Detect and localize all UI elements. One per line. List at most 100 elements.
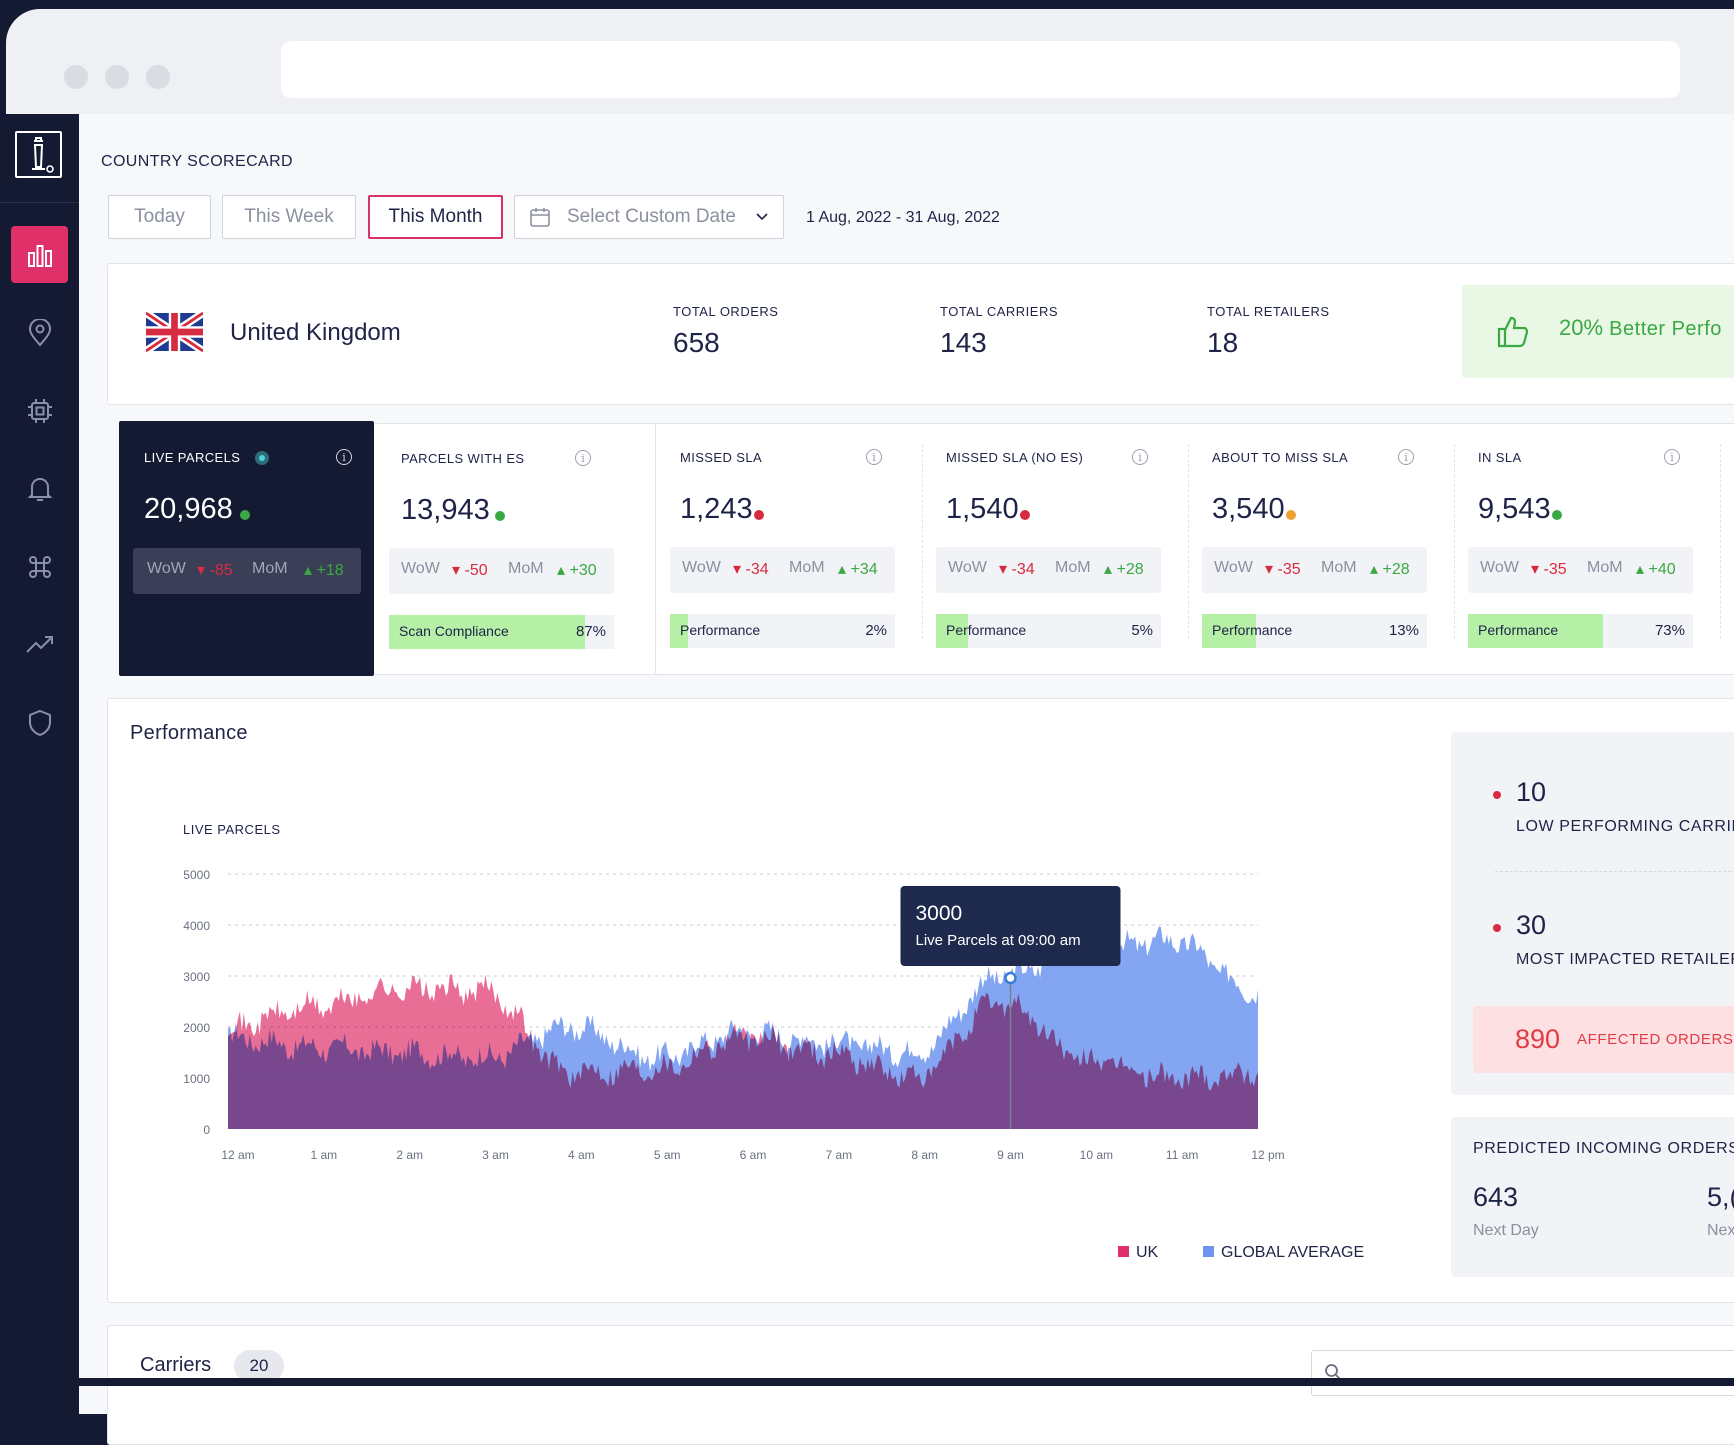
- command-icon: [28, 555, 51, 578]
- info-icon[interactable]: i: [1664, 449, 1680, 465]
- progress-value: 5%: [1131, 622, 1153, 639]
- x-tick-label: 4 am: [568, 1148, 595, 1162]
- window-minimize-dot[interactable]: [105, 65, 129, 89]
- sidebar-item-devices[interactable]: [11, 382, 68, 439]
- kpi-card-about-to-miss-sla[interactable]: ABOUT TO MISS SLA i 3,540 WoW ▾ -35 MoM …: [1202, 423, 1442, 675]
- wow-value: ▾ -50: [452, 562, 488, 579]
- info-icon[interactable]: i: [1398, 449, 1414, 465]
- kpi-card-missed-sla-no-es[interactable]: MISSED SLA (NO ES) i 1,540 WoW ▾ -34 MoM…: [936, 423, 1176, 675]
- divider: [1495, 871, 1734, 872]
- x-tick-label: 10 am: [1080, 1148, 1113, 1162]
- impacted-retailers-label[interactable]: MOST IMPACTED RETAILER: [1516, 951, 1734, 968]
- window-maximize-dot[interactable]: [146, 65, 170, 89]
- wow-value: ▾ -35: [1531, 561, 1567, 578]
- wow-mom-box: WoW ▾ -34 MoM ▴ +34: [670, 547, 895, 593]
- kpi-value: 9,543: [1478, 493, 1551, 525]
- mom-value: ▴ +28: [1370, 561, 1410, 578]
- kpi-card-missed-sla[interactable]: MISSED SLA i 1,243 WoW ▾ -34 MoM ▴ +34 P…: [670, 423, 910, 675]
- date-range-text: 1 Aug, 2022 - 31 Aug, 2022: [806, 209, 1000, 226]
- wow-label: WoW: [401, 560, 440, 577]
- next-period-label: Nex: [1707, 1222, 1734, 1239]
- kpi-card-parcels-with-es[interactable]: PARCELS WITH ES i 13,943 WoW ▾ -50 MoM ▴…: [374, 423, 711, 675]
- status-dot: [1493, 791, 1501, 799]
- divider: [922, 444, 923, 639]
- kpi-value: 13,943: [401, 494, 490, 526]
- wow-value: ▾ -35: [1265, 561, 1301, 578]
- insights-panel: 10 LOW PERFORMING CARRIE 30 MOST IMPACTE…: [1451, 732, 1734, 1095]
- info-icon[interactable]: i: [866, 449, 882, 465]
- y-tick-label: 0: [203, 1123, 210, 1137]
- custom-date-select[interactable]: Select Custom Date: [514, 195, 784, 239]
- trend-icon: [25, 635, 53, 653]
- wow-mom-box: WoW ▾ -34 MoM ▴ +28: [936, 547, 1161, 593]
- affected-orders-badge[interactable]: 890 AFFECTED ORDERS: [1473, 1006, 1734, 1073]
- filter-this-week-button[interactable]: This Week: [222, 195, 356, 239]
- country-summary-card: United Kingdom TOTAL ORDERS 658 TOTAL CA…: [107, 263, 1734, 405]
- info-icon[interactable]: i: [1132, 449, 1148, 465]
- kpi-card-in-sla[interactable]: IN SLA i 9,543 WoW ▾ -35 MoM ▴ +40 Perfo…: [1468, 423, 1708, 675]
- status-dot: [1286, 510, 1296, 520]
- legend-label: UK: [1136, 1244, 1159, 1261]
- sidebar-item-alerts[interactable]: [11, 460, 68, 517]
- address-bar[interactable]: [281, 41, 1680, 98]
- total-carriers-value: 143: [940, 327, 987, 358]
- next-period-value: 5,(: [1707, 1182, 1734, 1212]
- tooltip-marker: [1004, 971, 1017, 985]
- filter-this-month-button[interactable]: This Month: [368, 195, 503, 239]
- kpi-label: MISSED SLA: [680, 450, 763, 465]
- progress-fill: [670, 614, 688, 648]
- map-pin-icon: [28, 318, 51, 347]
- progress-label: Performance: [1212, 622, 1293, 638]
- filter-today-button[interactable]: Today: [108, 195, 211, 239]
- progress-label: Performance: [1478, 622, 1559, 638]
- total-carriers-label: TOTAL CARRIERS: [940, 304, 1059, 319]
- custom-date-label: Select Custom Date: [567, 206, 736, 227]
- wow-label: WoW: [147, 560, 186, 577]
- x-tick-label: 8 am: [911, 1148, 938, 1162]
- x-tick-label: 7 am: [825, 1148, 852, 1162]
- low-performing-count: 10: [1516, 777, 1547, 807]
- sidebar-item-locations[interactable]: [11, 304, 68, 361]
- sidebar-item-security[interactable]: [11, 694, 68, 751]
- x-tick-label: 3 am: [482, 1148, 509, 1162]
- low-performing-label[interactable]: LOW PERFORMING CARRIE: [1516, 818, 1734, 835]
- x-tick-label: 1 am: [310, 1148, 337, 1162]
- live-parcels-chart[interactable]: LIVE PARCELS 5000 4000 3000 2000 1000 0 12 am 1 …: [108, 759, 1368, 1279]
- progress-fill: [936, 614, 968, 648]
- kpi-value: 3,540: [1212, 493, 1285, 525]
- sidebar-item-trends[interactable]: [11, 616, 68, 673]
- kpi-value: 1,243: [680, 493, 753, 525]
- x-tick-label: 11 am: [1166, 1148, 1198, 1162]
- x-tick-label: 12 pm: [1251, 1148, 1284, 1162]
- kpi-value: 20,968: [144, 493, 233, 525]
- tooltip-box: [900, 886, 1121, 966]
- progress-label: Performance: [946, 622, 1027, 638]
- calendar-icon: [530, 208, 550, 227]
- info-icon[interactable]: i: [575, 450, 591, 466]
- affected-orders-count: 890: [1515, 1024, 1561, 1054]
- mom-label: MoM: [1055, 559, 1091, 576]
- sidebar-item-shortcuts[interactable]: [11, 538, 68, 595]
- affected-orders-label: AFFECTED ORDERS: [1577, 1031, 1734, 1048]
- y-tick-label: 5000: [183, 868, 210, 882]
- live-indicator-icon: [255, 451, 269, 465]
- window-close-dot[interactable]: [64, 65, 88, 89]
- tooltip-value: 3000: [916, 902, 963, 925]
- sidebar-item-dashboard[interactable]: [11, 226, 68, 283]
- total-orders-value: 658: [673, 327, 720, 358]
- mom-label: MoM: [508, 560, 544, 577]
- x-tick-label: 12 am: [221, 1148, 254, 1162]
- wow-label: WoW: [682, 559, 721, 576]
- tower-logo-icon[interactable]: [15, 131, 62, 178]
- mom-label: MoM: [789, 559, 825, 576]
- country-name: United Kingdom: [230, 319, 401, 346]
- kpi-label: ABOUT TO MISS SLA: [1212, 450, 1349, 465]
- chevron-down-icon: [756, 213, 768, 221]
- wow-mom-box: WoW ▾ -35 MoM ▴ +28: [1202, 547, 1427, 593]
- carrier-search-input[interactable]: [1311, 1350, 1734, 1396]
- next-day-label: Next Day: [1473, 1222, 1539, 1239]
- info-icon[interactable]: i: [336, 449, 352, 465]
- progress-bar: Performance 2%: [670, 614, 895, 648]
- kpi-card-live-parcels[interactable]: LIVE PARCELS i 20,968 WoW ▾ -85 MoM ▴ +1…: [119, 421, 374, 676]
- predicted-orders-panel: PREDICTED INCOMING ORDERS 643 Next Day 5…: [1451, 1117, 1734, 1277]
